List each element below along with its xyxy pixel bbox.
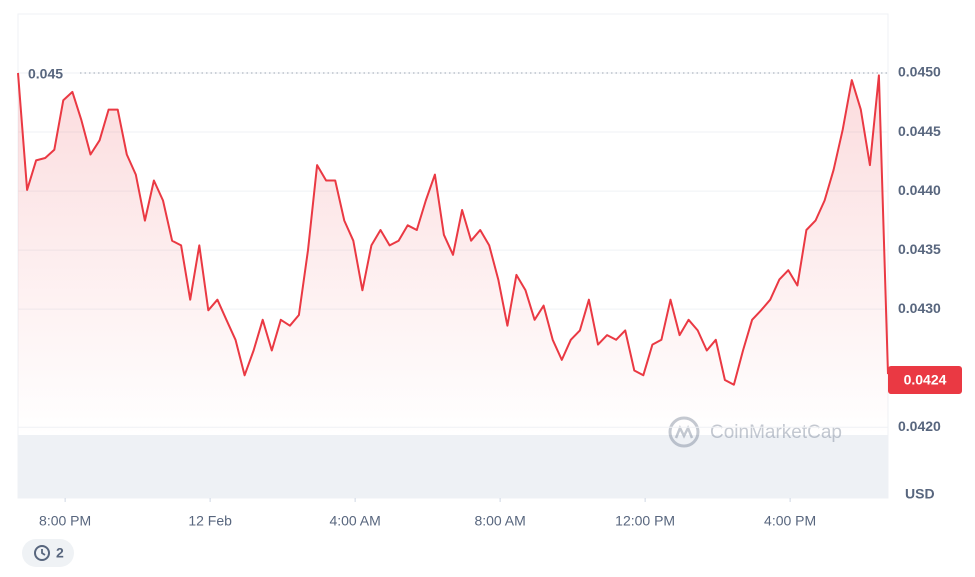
y-tick-label: 0.0435: [898, 241, 941, 257]
x-tick-label: 8:00 PM: [39, 513, 91, 529]
y-tick-label: 0.0445: [898, 123, 941, 139]
history-icon: [34, 545, 50, 561]
history-count[interactable]: 2: [56, 545, 64, 561]
y-tick-label: 0.0450: [898, 64, 941, 80]
y-tick-label: 0.0420: [898, 418, 941, 434]
reference-label: 0.045: [28, 66, 63, 82]
volume-area: [18, 435, 888, 498]
unit-label: USD: [905, 486, 935, 502]
x-tick-label: 8:00 AM: [474, 513, 525, 529]
x-tick-label: 4:00 PM: [764, 513, 816, 529]
history-icon-hands: [41, 549, 46, 556]
price-line: [17, 72, 889, 386]
price-tag-label: 0.0424: [904, 372, 947, 388]
history-button[interactable]: 2: [22, 539, 74, 567]
area: [18, 73, 888, 435]
x-tick-label: 12:00 PM: [615, 513, 675, 529]
x-tick-label: 12 Feb: [188, 513, 232, 529]
y-tick-label: 0.0430: [898, 300, 941, 316]
x-tick-label: 4:00 AM: [329, 513, 380, 529]
price-tag: [888, 365, 962, 394]
y-tick-label: 0.0440: [898, 182, 941, 198]
